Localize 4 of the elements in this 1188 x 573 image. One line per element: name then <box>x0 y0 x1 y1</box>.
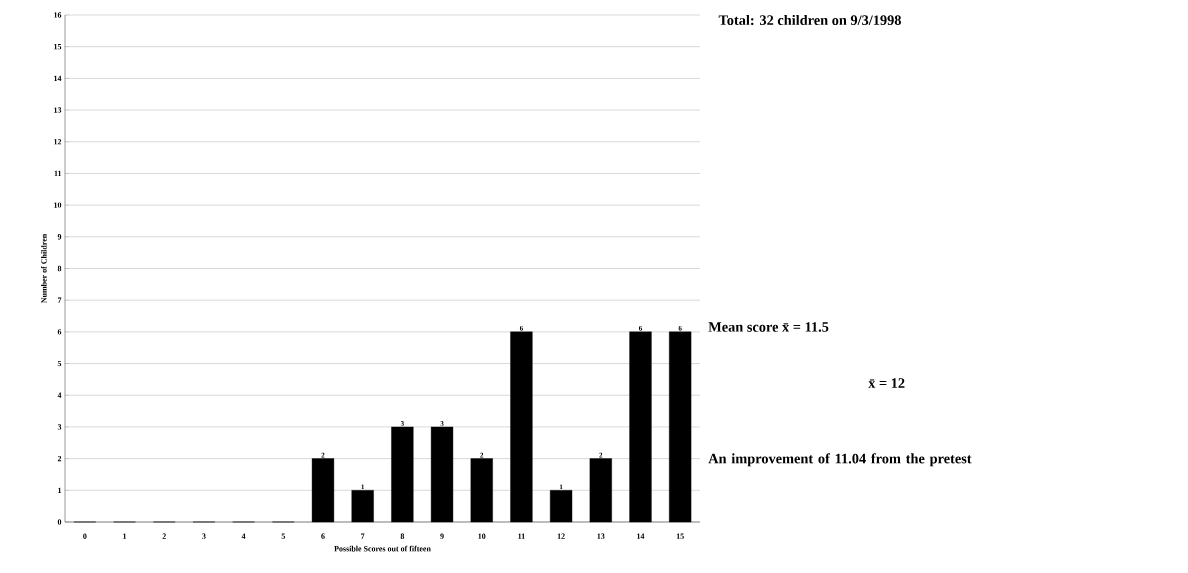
text: An improvement of 11.04 from the pretest <box>708 453 972 467</box>
text: Mean score x̄ = 11.5 <box>708 322 829 332</box>
text: Total: 32 children on 9/3/1998 <box>718 14 901 26</box>
text: x̄ = 12 <box>868 378 905 388</box>
